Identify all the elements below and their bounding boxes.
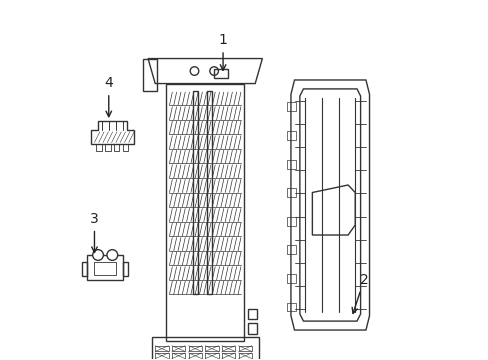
Text: 2: 2 (351, 273, 368, 314)
Bar (238, 353, 251, 359)
Bar (105, 144, 110, 152)
Bar (155, 346, 168, 351)
Bar (114, 144, 119, 152)
Bar (123, 144, 128, 152)
Bar (205, 346, 218, 351)
Bar (171, 346, 185, 351)
Bar (192, 91, 198, 294)
Bar (222, 353, 235, 359)
Circle shape (93, 249, 103, 260)
Bar (287, 246, 296, 254)
Bar (238, 346, 251, 351)
Bar (155, 353, 168, 359)
Bar (188, 353, 202, 359)
Bar (214, 69, 228, 78)
Bar (247, 309, 257, 319)
Text: 3: 3 (90, 212, 99, 252)
Bar (123, 262, 128, 276)
Bar (206, 91, 212, 294)
Bar (287, 302, 296, 311)
Bar (287, 217, 296, 226)
Bar (94, 262, 116, 275)
Bar (287, 103, 296, 111)
Bar (287, 274, 296, 283)
Bar (82, 262, 87, 276)
Circle shape (107, 249, 118, 260)
Text: 4: 4 (104, 76, 113, 117)
Bar (287, 159, 296, 168)
Bar (247, 323, 257, 334)
Bar (171, 353, 185, 359)
Bar (205, 353, 218, 359)
Bar (165, 84, 244, 341)
Text: 1: 1 (218, 33, 227, 70)
Bar (151, 337, 258, 360)
Bar (287, 131, 296, 140)
Bar (96, 144, 102, 152)
Bar (222, 346, 235, 351)
Bar (287, 188, 296, 197)
Bar (87, 255, 123, 280)
Bar (188, 346, 202, 351)
Bar (142, 59, 157, 91)
